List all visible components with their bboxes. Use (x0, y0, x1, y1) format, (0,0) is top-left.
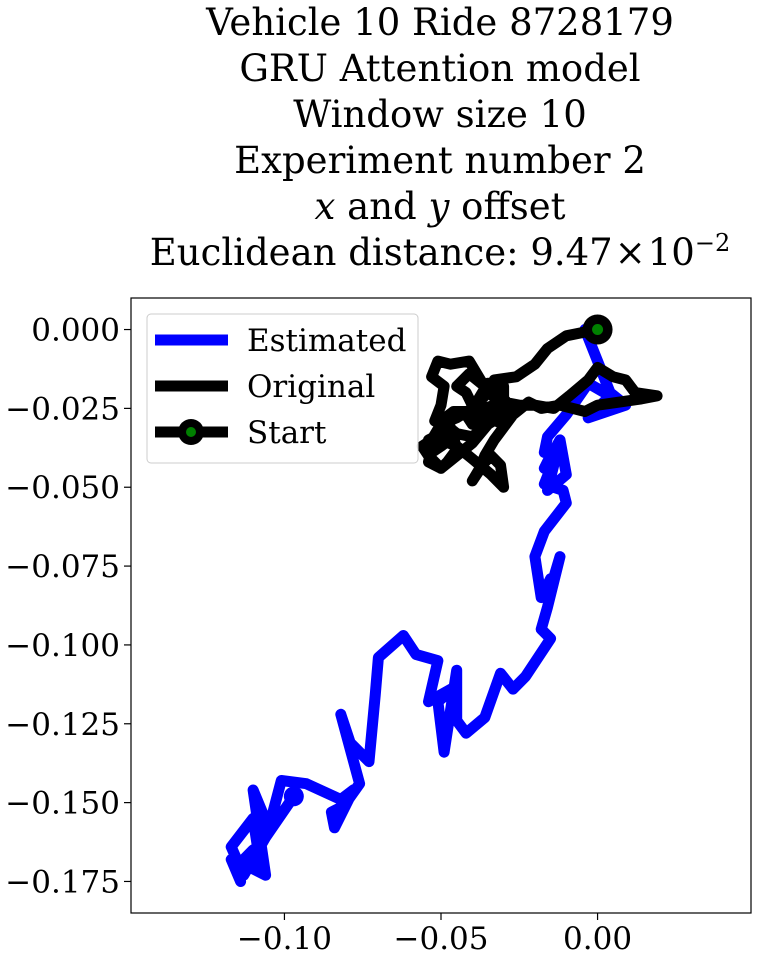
x-tick-label: −0.10 (237, 921, 332, 957)
series-line-original (416, 324, 663, 493)
chart-title: Vehicle 10 Ride 8728179 GRU Attention mo… (60, 0, 758, 276)
series-layer (225, 314, 663, 887)
x-tick-label: 0.00 (563, 921, 632, 957)
y-tick-label: −0.100 (5, 628, 120, 664)
title-y-symbol: y (428, 185, 450, 228)
legend-original-label: Original (247, 369, 375, 405)
title-line-1: Vehicle 10 Ride 8728179 (206, 1, 674, 44)
title-line-5: x and y offset (60, 184, 758, 230)
y-tick-label: −0.025 (5, 391, 120, 427)
x-tick-label: −0.05 (394, 921, 489, 957)
title-line-3: Window size 10 (293, 93, 587, 136)
y-tick-label: −0.050 (5, 470, 120, 506)
y-tick-label: 0.000 (31, 313, 120, 349)
title-times-symbol: × (614, 231, 646, 274)
legend-start-marker-center (186, 427, 196, 437)
legend: Estimated Original Start (146, 313, 419, 464)
start-marker-center (592, 324, 604, 336)
legend-box (146, 313, 419, 464)
title-exponent: −2 (694, 229, 731, 257)
title-distance-prefix: Euclidean distance: 9.47 (149, 231, 613, 274)
series-end-point-estimated (283, 786, 304, 807)
x-axis: −0.10 −0.05 0.00 (237, 913, 632, 957)
series-end-point-original (493, 398, 514, 419)
y-tick-label: −0.075 (5, 549, 120, 585)
series-line-estimated (225, 324, 632, 887)
legend-start-label: Start (247, 415, 327, 451)
legend-estimated-label: Estimated (247, 323, 406, 359)
title-line-4: Experiment number 2 (234, 139, 646, 182)
y-tick-label: −0.175 (5, 864, 120, 900)
title-line-2: GRU Attention model (239, 47, 641, 90)
title-offset-word: offset (449, 185, 566, 228)
title-line-6: Euclidean distance: 9.47×10−2 (60, 230, 758, 276)
title-exponent-base: 10 (647, 231, 695, 274)
title-and-word: and (335, 185, 429, 228)
y-tick-label: −0.125 (5, 707, 120, 743)
y-axis: 0.000 −0.025 −0.050 −0.075 −0.100 −0.125 −0.15… (5, 313, 131, 900)
y-tick-label: −0.150 (5, 786, 120, 822)
title-x-symbol: x (314, 185, 336, 228)
